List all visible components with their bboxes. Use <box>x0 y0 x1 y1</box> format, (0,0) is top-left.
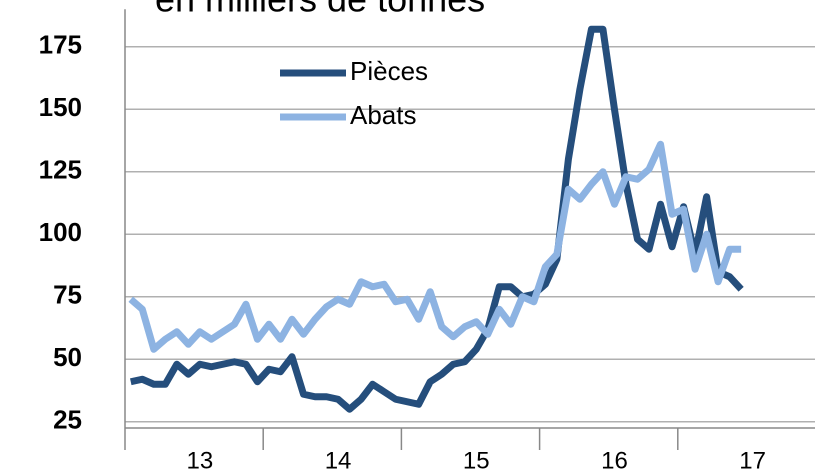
y-tick-label: 125 <box>39 155 82 185</box>
legend-label: Abats <box>350 100 417 130</box>
y-tick-label: 175 <box>39 30 82 60</box>
x-tick-label: 15 <box>463 447 490 474</box>
x-tick-label: 16 <box>601 447 628 474</box>
series-line <box>130 25 744 413</box>
chart-title: en milliers de tonnes <box>155 0 485 20</box>
y-tick-label: 100 <box>39 217 82 247</box>
y-tick-label: 75 <box>53 280 82 310</box>
x-tick-label: 13 <box>187 447 214 474</box>
series-line <box>128 140 742 353</box>
y-tick-label: 50 <box>53 342 82 372</box>
y-tick-label: 150 <box>39 92 82 122</box>
y-tick-label: 25 <box>53 405 82 435</box>
legend-label: Pièces <box>350 56 428 86</box>
x-tick-label: 14 <box>325 447 352 474</box>
x-tick-label: 17 <box>739 447 766 474</box>
